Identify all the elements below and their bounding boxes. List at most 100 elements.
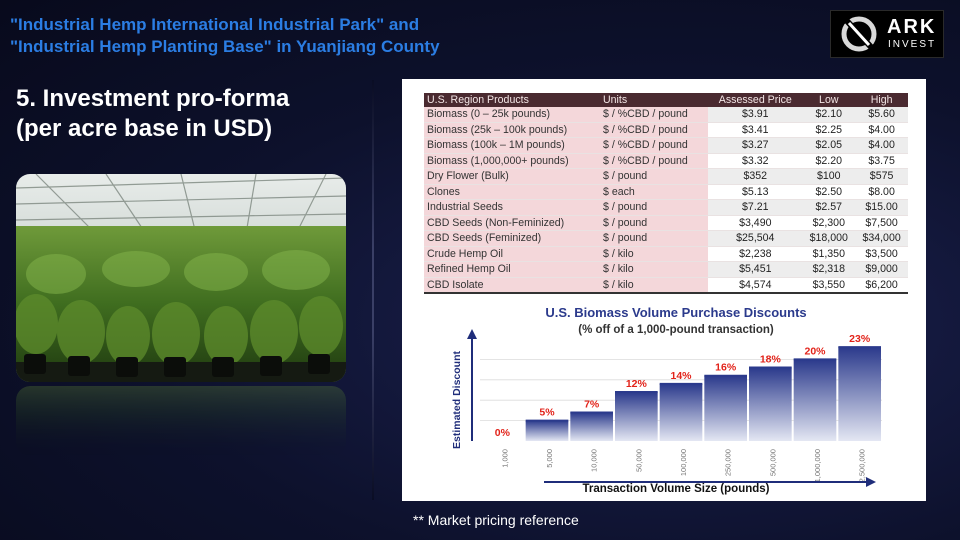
cell-high: $5.60: [855, 107, 908, 123]
chart-value-label: 14%: [670, 370, 692, 382]
table-row: Industrial Seeds $ / pound $7.21 $2.57 $15.0…: [424, 199, 908, 216]
chart-title: U.S. Biomass Volume Purchase Discounts: [545, 305, 806, 320]
chart-value-label: 16%: [715, 362, 737, 374]
slide-subtitle: 5. Investment pro-forma (per acre base i…: [16, 84, 289, 144]
cell-low: $2.05: [802, 137, 856, 154]
greenhouse-photo-reflection: [16, 386, 346, 456]
chart-bar: [525, 420, 569, 441]
cell-units: $ / pound: [599, 199, 709, 216]
cell-product: CBD Seeds (Feminized): [424, 230, 600, 247]
cell-high: $34,000: [855, 230, 908, 247]
chart-tick-label: 1,000,000: [813, 449, 822, 482]
cell-low: $2.50: [802, 184, 856, 200]
table-row: Biomass (100k – 1M pounds) $ / %CBD / pou…: [424, 137, 908, 154]
cell-units: $ / kilo: [599, 246, 709, 262]
cell-low: $2.25: [802, 122, 856, 138]
table-row: CBD Isolate $ / kilo $4,574 $3,550 $6,200: [424, 277, 908, 294]
logo-tagline: INVEST: [888, 39, 937, 50]
chart-tick-label: 250,000: [724, 449, 733, 476]
cell-high: $575: [855, 168, 908, 185]
cell-product: Crude Hemp Oil: [424, 246, 600, 262]
chart-tick-label: 100,000: [679, 449, 688, 476]
chart-value-label: 12%: [626, 378, 648, 390]
cell-units: $ each: [599, 184, 709, 200]
column-header-product: U.S. Region Products: [424, 93, 600, 107]
logo-wordmark: ARK: [887, 16, 937, 38]
cell-high: $3.75: [855, 153, 908, 169]
cell-high: $9,000: [855, 261, 908, 278]
cell-product: CBD Seeds (Non-Feminized): [424, 215, 600, 231]
cell-assessed-price: $25,504: [708, 230, 803, 247]
pricing-table: U.S. Region Products Units Assessed Pric…: [424, 93, 908, 294]
cell-units: $ / %CBD / pound: [599, 137, 709, 154]
table-row: CBD Seeds (Feminized) $ / pound $25,504 $18…: [424, 230, 908, 247]
chart-bar: [704, 375, 747, 441]
chart-bar: [749, 367, 792, 441]
cell-high: $4.00: [855, 137, 908, 154]
footnote: ** Market pricing reference: [413, 512, 579, 528]
chart-bar: [793, 359, 837, 441]
chart-bar: [615, 392, 658, 441]
chart-bar: [570, 412, 613, 441]
vertical-divider: [372, 80, 374, 500]
cell-units: $ / %CBD / pound: [599, 107, 709, 123]
chart-value-label: 5%: [539, 407, 555, 419]
header-title: "Industrial Hemp International Industria…: [10, 14, 770, 58]
cell-high: $6,200: [855, 277, 908, 294]
y-axis-arrow-icon: [467, 329, 477, 339]
cell-units: $ / pound: [599, 215, 709, 231]
ark-invest-logo: ARK INVEST: [830, 10, 944, 58]
column-header-low: Low: [802, 93, 856, 107]
chart-value-label: 0%: [495, 427, 511, 439]
table-row: Clones $ each $5.13 $2.50 $8.00: [424, 184, 908, 200]
cell-units: $ / kilo: [599, 261, 709, 278]
chart-value-label: 20%: [804, 345, 826, 357]
cell-assessed-price: $3.27: [708, 137, 803, 154]
cell-assessed-price: $4,574: [708, 277, 803, 294]
cell-product: Biomass (0 – 25k pounds): [424, 107, 600, 123]
column-header-assessed-price: Assessed Price: [708, 93, 803, 107]
slide-subtitle-line-2: (per acre base in USD): [16, 115, 273, 142]
chart-tick-label: 2,500,000: [858, 449, 867, 482]
cell-product: Industrial Seeds: [424, 199, 600, 216]
cell-units: $ / %CBD / pound: [599, 122, 709, 138]
pricing-table-header: U.S. Region Products Units Assessed Pric…: [424, 93, 908, 107]
cell-assessed-price: $5,451: [708, 261, 803, 278]
cell-low: $1,350: [802, 246, 856, 262]
table-row: Dry Flower (Bulk) $ / pound $352 $100 $575: [424, 168, 908, 185]
chart-tick-label: 5,000: [545, 449, 554, 468]
chart-bar: [838, 347, 881, 441]
cell-low: $2.57: [802, 199, 856, 216]
cell-assessed-price: $3,490: [708, 215, 803, 231]
cell-product: Refined Hemp Oil: [424, 261, 600, 278]
cell-low: $3,550: [802, 277, 856, 294]
header-title-line-2: "Industrial Hemp Planting Base" in Yuanj…: [10, 37, 440, 56]
table-row: Biomass (25k – 100k pounds) $ / %CBD / po…: [424, 122, 908, 138]
cell-units: $ / pound: [599, 230, 709, 247]
cell-high: $7,500: [855, 215, 908, 231]
pricing-table-body: Biomass (0 – 25k pounds) $ / %CBD / pound…: [424, 107, 908, 294]
cell-high: $3,500: [855, 246, 908, 262]
chart-subtitle: (% off of a 1,000-pound transaction): [578, 324, 774, 336]
cell-high: $4.00: [855, 122, 908, 138]
cell-product: Biomass (100k – 1M pounds): [424, 137, 600, 154]
table-row: CBD Seeds (Non-Feminized) $ / pound $3,490…: [424, 215, 908, 231]
cell-product: Biomass (25k – 100k pounds): [424, 122, 600, 138]
cell-assessed-price: $5.13: [708, 184, 803, 200]
cell-high: $8.00: [855, 184, 908, 200]
chart-tick-label: 1,000: [500, 449, 509, 468]
pricing-panel: U.S. Region Products Units Assessed Pric…: [402, 79, 926, 501]
greenhouse-hemp-photo-icon: [16, 174, 346, 382]
cell-units: $ / %CBD / pound: [599, 153, 709, 169]
chart-value-label: 23%: [849, 333, 871, 345]
table-row: Refined Hemp Oil $ / kilo $5,451 $2,318 $9,0…: [424, 261, 908, 278]
header-title-line-1: "Industrial Hemp International Industria…: [10, 15, 420, 34]
cell-product: Biomass (1,000,000+ pounds): [424, 153, 600, 169]
cell-high: $15.00: [855, 199, 908, 216]
cell-units: $ / kilo: [599, 277, 709, 294]
cell-low: $2.20: [802, 153, 856, 169]
cell-low: $2.10: [802, 107, 856, 123]
cell-assessed-price: $3.91: [708, 107, 803, 123]
cell-product: Clones: [424, 184, 600, 200]
cell-assessed-price: $2,238: [708, 246, 803, 262]
